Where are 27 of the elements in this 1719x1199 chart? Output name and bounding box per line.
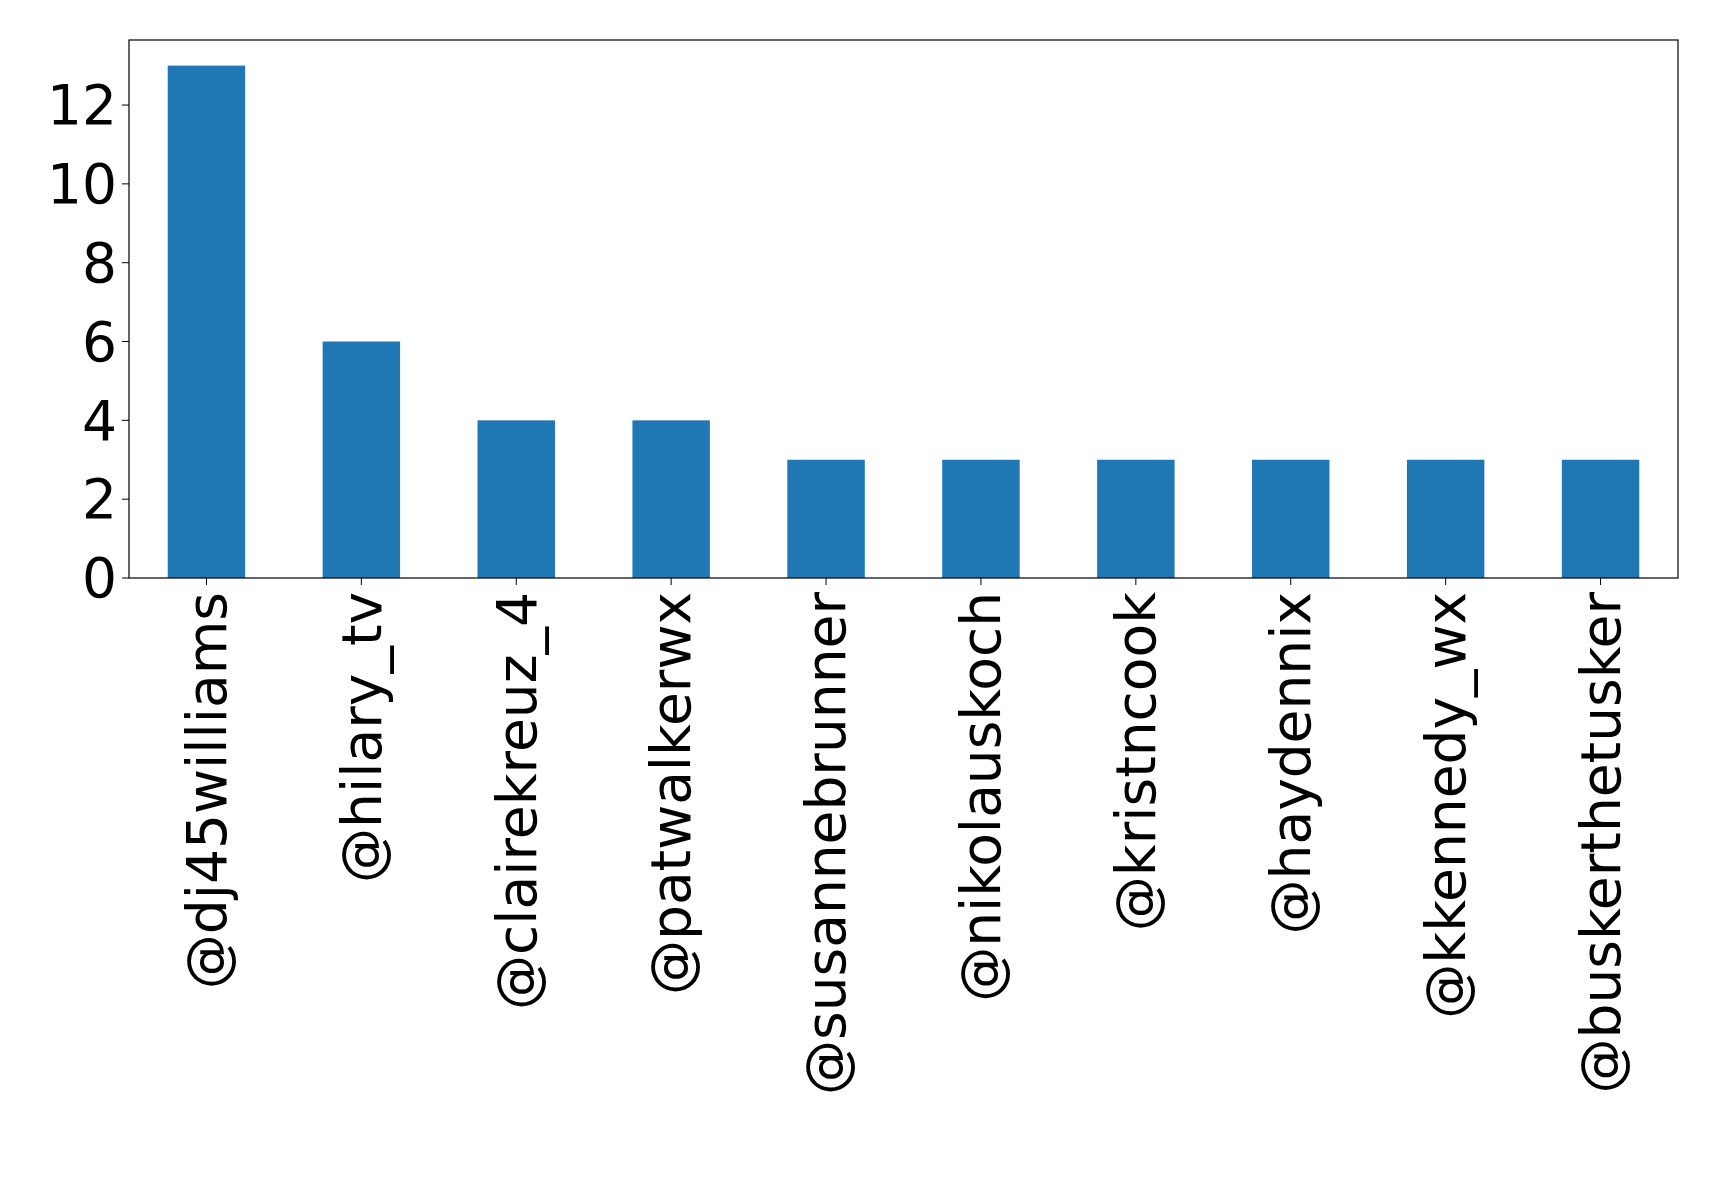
- y-tick-label: 0: [82, 546, 117, 611]
- x-tick-label: @nikolauskoch: [949, 592, 1014, 1002]
- x-tick-label: @kristncook: [1104, 591, 1169, 932]
- y-tick-label: 12: [47, 73, 117, 138]
- x-tick-label: @patwalkerwx: [639, 592, 704, 996]
- bar: [167, 65, 246, 578]
- x-tick-label: @dj45williams: [174, 592, 239, 990]
- bar: [1561, 459, 1640, 578]
- bar: [1406, 459, 1485, 578]
- bar: [1252, 459, 1330, 578]
- y-tick-label: 8: [82, 230, 117, 295]
- x-tick-label: @clairekreuz_4: [484, 592, 549, 1011]
- y-tick-label: 10: [47, 152, 117, 217]
- y-tick-label: 4: [82, 388, 117, 453]
- x-tick-label: @kkennedy_wx: [1413, 592, 1478, 1019]
- x-tick-label: @susannebrunner: [794, 591, 859, 1095]
- bar: [1097, 459, 1175, 578]
- x-tick-label: @buskerthetusker: [1568, 591, 1633, 1094]
- bar: [322, 341, 401, 578]
- bar: [942, 459, 1020, 578]
- y-tick-label: 6: [82, 309, 117, 374]
- x-tick-label: @hilary_tv: [329, 592, 394, 883]
- bar: [632, 420, 710, 578]
- x-tick-label: @haydennix: [1259, 592, 1323, 935]
- bar: [477, 420, 555, 578]
- y-tick-label: 2: [82, 467, 117, 532]
- bar: [787, 459, 865, 578]
